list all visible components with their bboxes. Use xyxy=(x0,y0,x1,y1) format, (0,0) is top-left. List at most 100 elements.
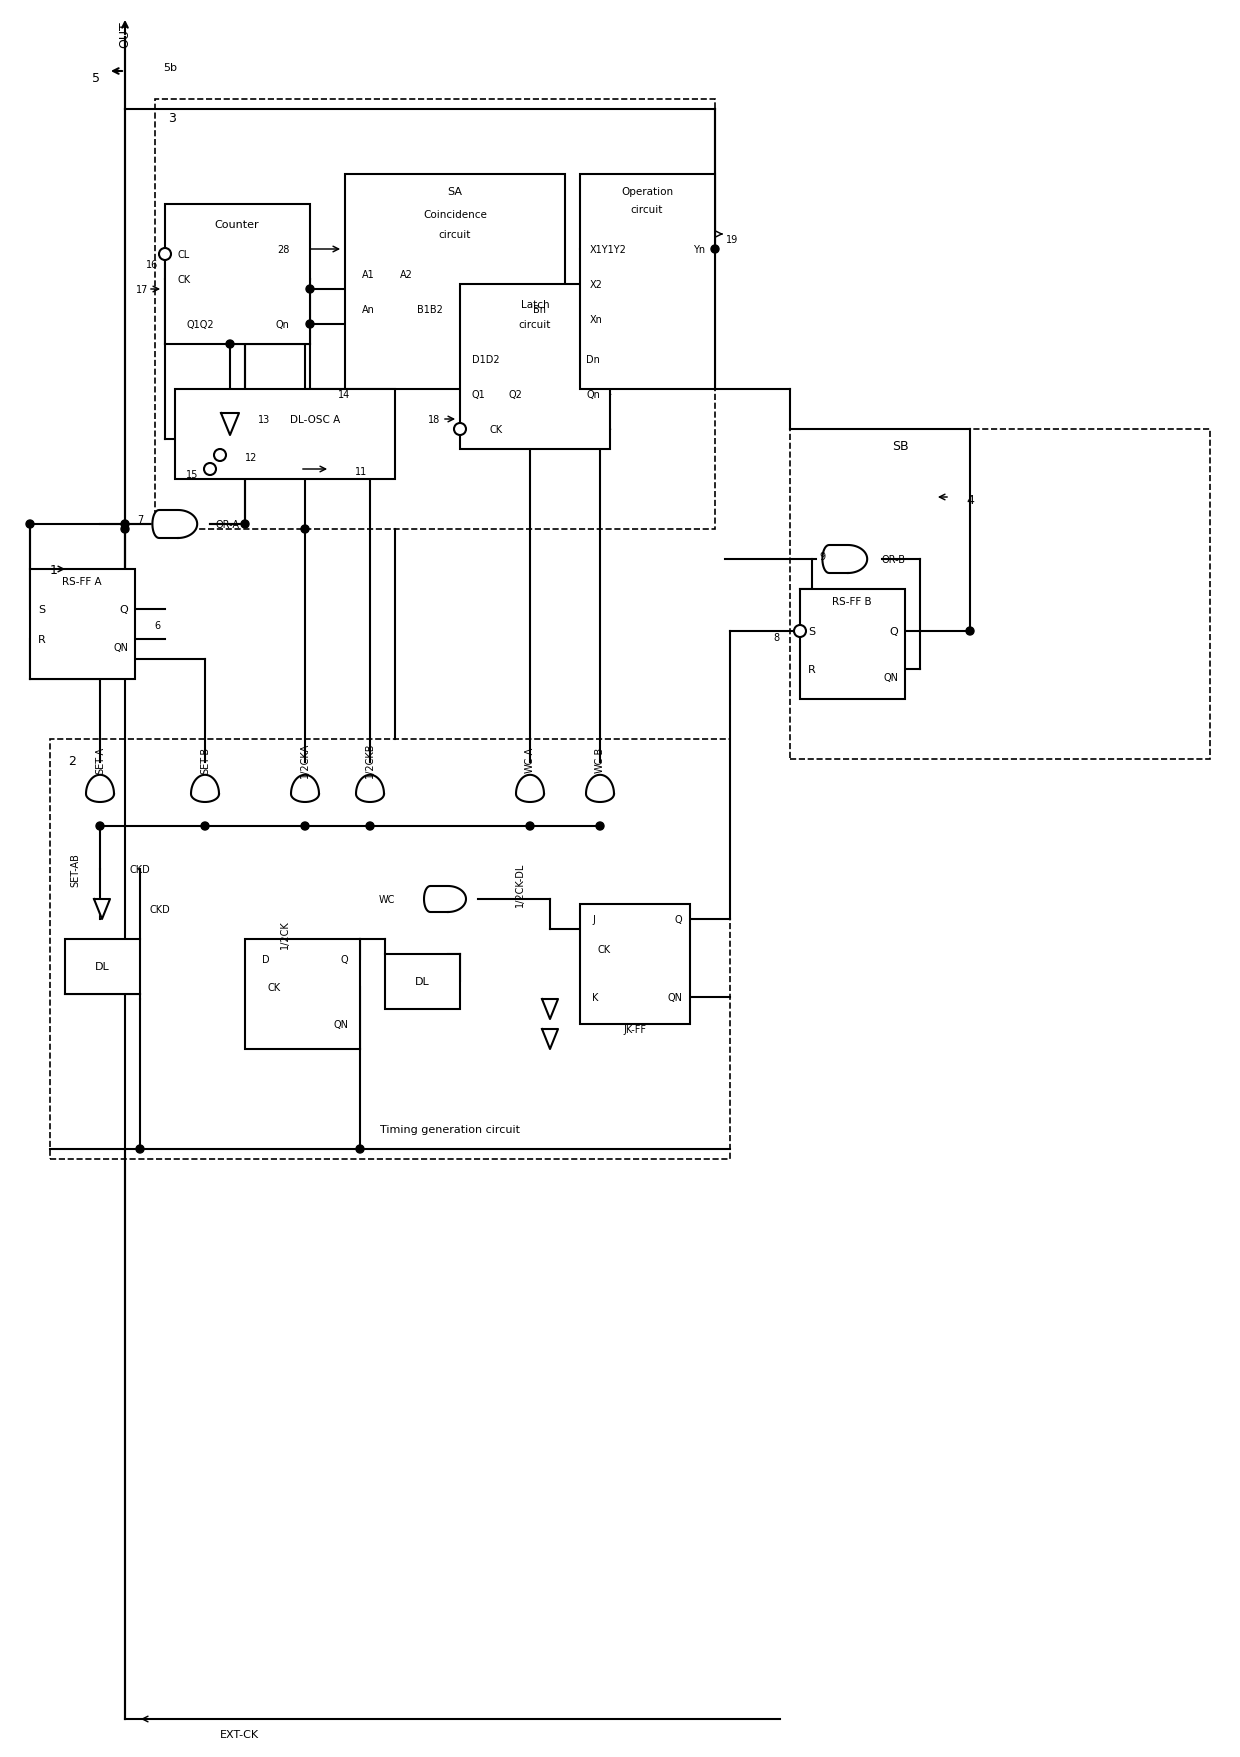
Circle shape xyxy=(215,450,226,462)
Text: SET-A: SET-A xyxy=(95,747,105,773)
Circle shape xyxy=(136,1146,144,1153)
Text: 15: 15 xyxy=(186,469,198,480)
Polygon shape xyxy=(542,1030,558,1049)
Bar xyxy=(384,954,460,1010)
Polygon shape xyxy=(542,1000,558,1019)
Circle shape xyxy=(226,341,234,350)
Text: 14: 14 xyxy=(339,390,350,401)
Text: Coincidence: Coincidence xyxy=(423,209,487,220)
Text: QN: QN xyxy=(113,643,128,652)
Text: 1/2CK-DL: 1/2CK-DL xyxy=(515,863,525,907)
Text: SA: SA xyxy=(448,186,463,197)
Bar xyxy=(50,740,730,1160)
Text: Q: Q xyxy=(675,914,682,924)
Circle shape xyxy=(306,286,314,293)
Polygon shape xyxy=(221,413,239,436)
Text: 8: 8 xyxy=(774,633,780,643)
Circle shape xyxy=(526,822,534,831)
Text: Q: Q xyxy=(119,604,128,615)
Text: CL: CL xyxy=(179,249,190,260)
Bar xyxy=(64,940,140,994)
Bar xyxy=(165,206,310,344)
Text: D: D xyxy=(262,954,269,965)
Text: Q1: Q1 xyxy=(472,390,486,401)
Text: 12: 12 xyxy=(246,453,258,462)
Text: Q: Q xyxy=(340,954,348,965)
Polygon shape xyxy=(424,887,466,912)
Circle shape xyxy=(366,822,374,831)
Bar xyxy=(30,569,135,680)
Text: EXT-CK: EXT-CK xyxy=(219,1729,259,1739)
Text: WC-A: WC-A xyxy=(525,747,534,773)
Text: An: An xyxy=(362,304,374,315)
Text: 5: 5 xyxy=(92,72,100,84)
Bar xyxy=(460,285,610,450)
Circle shape xyxy=(26,520,33,529)
Text: Counter: Counter xyxy=(215,220,259,230)
Text: CK: CK xyxy=(268,982,281,993)
Text: 1/2CK: 1/2CK xyxy=(280,921,290,949)
Bar xyxy=(345,176,565,390)
Text: X2: X2 xyxy=(590,279,603,290)
Polygon shape xyxy=(291,775,319,803)
Circle shape xyxy=(241,520,249,529)
Circle shape xyxy=(159,249,171,260)
Text: WC: WC xyxy=(378,894,396,905)
Text: CK: CK xyxy=(490,425,503,434)
Circle shape xyxy=(122,525,129,534)
Text: CK: CK xyxy=(179,274,191,285)
Text: 7: 7 xyxy=(136,515,143,525)
Bar xyxy=(790,430,1210,759)
Text: 1/2CKB: 1/2CKB xyxy=(365,741,374,777)
Text: 11: 11 xyxy=(355,467,367,476)
Text: QN: QN xyxy=(334,1019,348,1030)
Text: Q: Q xyxy=(889,627,898,636)
Polygon shape xyxy=(191,775,219,803)
Text: CKD: CKD xyxy=(130,864,150,875)
Text: circuit: circuit xyxy=(518,320,552,330)
Bar xyxy=(246,940,360,1049)
Text: 18: 18 xyxy=(428,415,440,425)
Text: Yn: Yn xyxy=(693,244,706,255)
Text: 6: 6 xyxy=(154,620,160,631)
Text: SB: SB xyxy=(892,439,909,453)
Text: SET-B: SET-B xyxy=(200,747,210,773)
Text: DL-OSC A: DL-OSC A xyxy=(290,415,340,425)
Bar xyxy=(175,390,396,480)
Bar xyxy=(155,100,715,529)
Text: X1Y1Y2: X1Y1Y2 xyxy=(590,244,627,255)
Circle shape xyxy=(966,627,973,636)
Text: Q1Q2: Q1Q2 xyxy=(186,320,213,330)
Text: CK: CK xyxy=(598,945,611,954)
Circle shape xyxy=(201,822,210,831)
Text: QN: QN xyxy=(667,993,682,1003)
Circle shape xyxy=(794,625,806,638)
Text: J: J xyxy=(591,914,595,924)
Text: SET-AB: SET-AB xyxy=(69,852,81,887)
Bar xyxy=(580,176,715,390)
Text: 1: 1 xyxy=(50,564,58,576)
Text: Xn: Xn xyxy=(590,315,603,325)
Circle shape xyxy=(95,822,104,831)
Text: OR-A: OR-A xyxy=(215,520,239,529)
Text: Q2: Q2 xyxy=(508,390,522,401)
Polygon shape xyxy=(153,511,197,539)
Text: OUT: OUT xyxy=(119,21,131,49)
Text: Qn: Qn xyxy=(587,390,600,401)
Text: 5b: 5b xyxy=(162,63,177,74)
Text: Dn: Dn xyxy=(587,355,600,365)
Text: 13: 13 xyxy=(258,415,270,425)
Circle shape xyxy=(306,322,314,329)
Circle shape xyxy=(301,822,309,831)
Bar xyxy=(580,905,689,1024)
Text: circuit: circuit xyxy=(439,230,471,241)
Circle shape xyxy=(454,423,466,436)
Polygon shape xyxy=(516,775,544,803)
Text: DL: DL xyxy=(414,977,429,986)
Text: JK-FF: JK-FF xyxy=(624,1024,646,1035)
Text: DL: DL xyxy=(94,961,109,972)
Text: 17: 17 xyxy=(135,285,148,295)
Text: 19: 19 xyxy=(725,235,738,244)
Text: Latch: Latch xyxy=(521,300,549,309)
Text: A2: A2 xyxy=(401,271,413,279)
